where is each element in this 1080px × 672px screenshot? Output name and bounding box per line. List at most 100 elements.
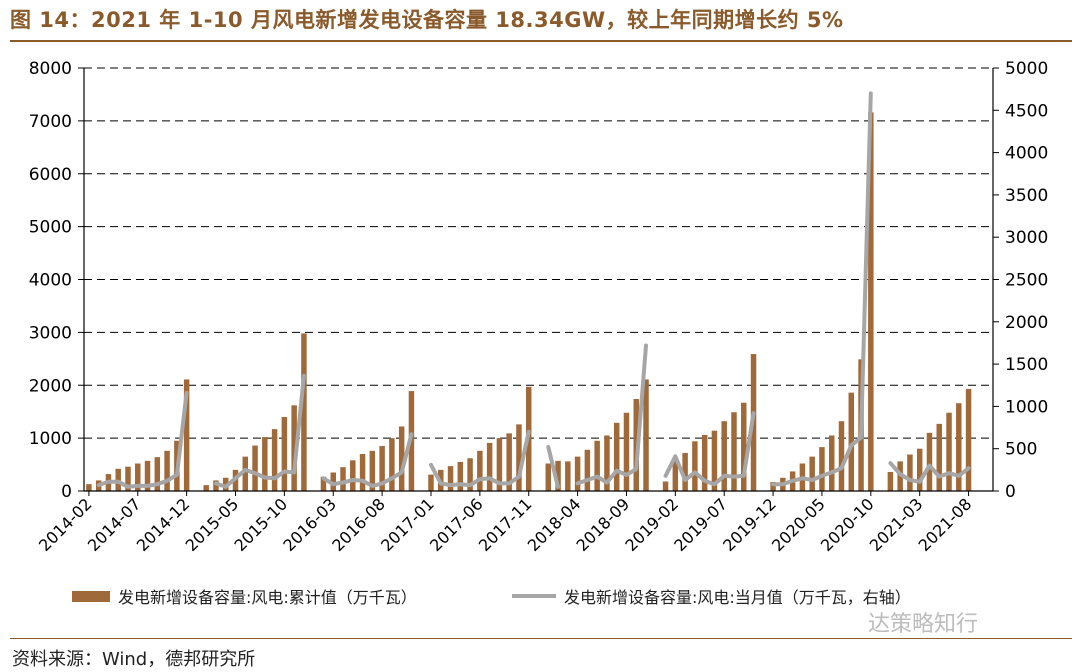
x-tick-label: 2016-08 (328, 494, 389, 555)
wind-capacity-chart: 0 1000 2000 3000 4000 5000 6000 7000 8000 0 500 10… (29, 59, 1049, 555)
bar (428, 474, 434, 491)
bar (574, 456, 581, 491)
left-y-tick-labels: 0 1000 2000 3000 4000 5000 6000 7000 8000 (29, 59, 72, 502)
legend-item-line: 发电新增设备容量:风电:当月值（万千瓦，右轴） (512, 585, 911, 607)
right-y-tick-labels: 0 500 1000 1500 2000 2500 3000 3500 4000 4500 5000 (1005, 59, 1048, 502)
bar (379, 446, 385, 491)
line-segment (321, 432, 414, 488)
bar (467, 458, 473, 491)
bar (682, 452, 688, 491)
bar (183, 379, 190, 491)
left-y-tick-label: 8000 (29, 59, 72, 79)
right-y-tick-label: 4000 (1005, 144, 1048, 164)
bar (604, 435, 610, 491)
legend-label-bar: 发电新增设备容量:风电:累计值（万千瓦） (118, 588, 417, 607)
bar (203, 485, 209, 491)
left-y-tick-label: 7000 (29, 112, 72, 132)
x-tick-label: 2017-01 (377, 494, 438, 555)
line-segment (429, 429, 531, 488)
left-y-tick-label: 4000 (29, 271, 72, 291)
bar (623, 412, 630, 491)
x-tick-labels: 2014-022014-072014-122015-052015-102016-… (35, 494, 975, 555)
left-y-tick-label: 1000 (29, 429, 72, 449)
bar (398, 426, 405, 491)
bar (506, 433, 512, 491)
x-tick-label: 2014-12 (133, 494, 194, 555)
bar (271, 429, 278, 491)
bar (770, 482, 776, 491)
right-y-tick-label: 3000 (1005, 228, 1048, 248)
x-tick-label: 2015-10 (230, 494, 291, 555)
left-y-tick-label: 0 (61, 482, 72, 502)
right-y-tick-label: 1500 (1005, 355, 1048, 375)
bar (340, 467, 346, 491)
grid-lines (84, 67, 993, 439)
bar (643, 379, 649, 491)
bar (672, 459, 679, 491)
x-tick-label: 2017-06 (426, 494, 487, 555)
line-segment (214, 373, 306, 489)
right-y-tick-label: 5000 (1005, 59, 1048, 79)
watermark: 达策略知行 (868, 612, 979, 637)
bar (731, 412, 737, 491)
bar (887, 471, 894, 491)
bar (242, 456, 249, 491)
footer-divider (10, 638, 1072, 639)
bar (389, 438, 395, 491)
bar (741, 402, 747, 491)
source-note: 资料来源：Wind，德邦研究所 (12, 649, 256, 670)
bar (555, 460, 561, 491)
bar (848, 392, 855, 491)
bar (926, 432, 933, 491)
bar (916, 448, 923, 491)
bar (565, 461, 571, 491)
bar (496, 438, 503, 491)
bar (946, 412, 952, 491)
x-tick-label: 2019-07 (670, 494, 731, 555)
right-y-tick-label: 4500 (1005, 101, 1048, 121)
bar (868, 112, 874, 491)
bar (320, 476, 327, 491)
x-tick-label: 2021-08 (915, 494, 976, 555)
title-divider (10, 40, 1072, 42)
left-y-tick-label: 5000 (29, 218, 72, 238)
left-y-tick-label: 2000 (29, 376, 72, 396)
bar (477, 450, 483, 491)
x-tick-label: 2019-12 (719, 494, 780, 555)
bar (809, 456, 815, 491)
bar (936, 423, 942, 491)
bar (135, 463, 141, 491)
bar (281, 416, 288, 491)
bar (965, 388, 972, 491)
x-tick-label: 2018-04 (524, 494, 585, 555)
line-segment (575, 343, 648, 486)
line-series (96, 91, 971, 489)
x-tick-label: 2021-03 (866, 494, 927, 555)
bar (594, 440, 600, 491)
bar (516, 424, 522, 491)
x-tick-label: 2018-09 (573, 494, 634, 555)
right-y-tick-label: 3500 (1005, 186, 1048, 206)
bar (86, 484, 92, 491)
x-tick-label: 2017-11 (475, 494, 536, 555)
bar (956, 403, 962, 491)
bar (447, 466, 454, 491)
bar (125, 466, 131, 491)
bar (662, 481, 669, 491)
line-segment (546, 445, 560, 489)
bar (359, 453, 366, 491)
left-y-tick-label: 3000 (29, 323, 72, 343)
x-tick-label: 2014-07 (84, 494, 145, 555)
line-segment (888, 461, 971, 484)
x-tick-label: 2020-05 (768, 494, 829, 555)
legend-swatch-bar (72, 590, 110, 602)
bar (291, 405, 297, 491)
bar (457, 461, 464, 491)
bar (907, 454, 913, 491)
bar (154, 457, 161, 491)
bar (213, 480, 219, 491)
right-y-tick-label: 2500 (1005, 271, 1048, 291)
bar (486, 442, 493, 491)
bar (262, 437, 268, 491)
right-y-tick-label: 500 (1005, 440, 1037, 460)
